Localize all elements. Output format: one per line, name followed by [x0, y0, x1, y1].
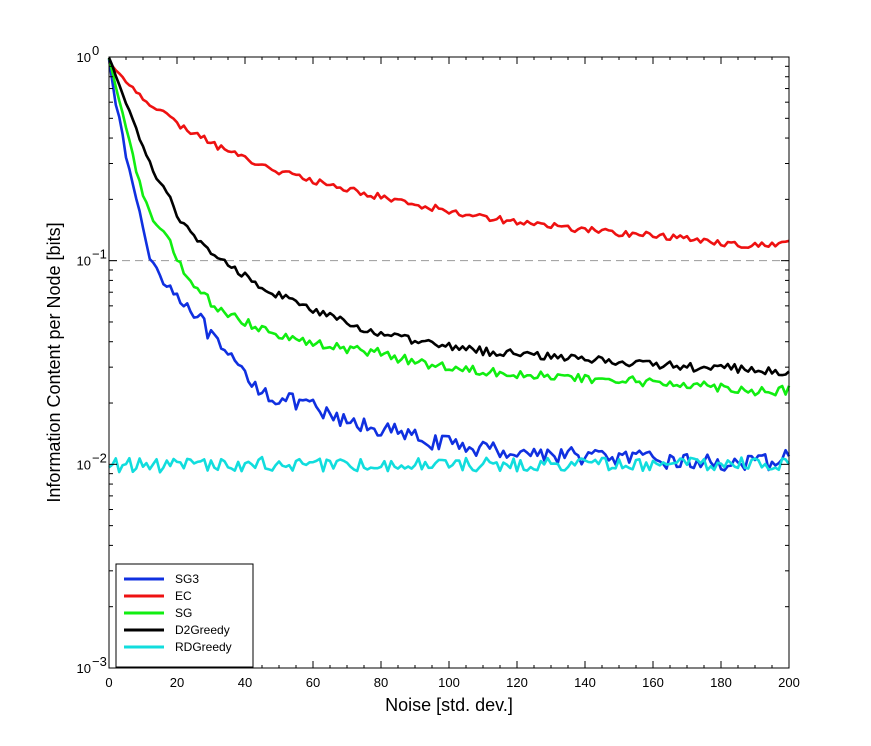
legend-label: RDGreedy [175, 640, 232, 654]
series-line-sg [107, 57, 791, 397]
y-tick-label: 10 [77, 254, 91, 269]
y-tick-exponent: −1 [92, 247, 107, 262]
x-axis-title: Noise [std. dev.] [385, 695, 513, 715]
legend-label: EC [175, 589, 192, 603]
x-tick-label: 40 [238, 675, 252, 690]
y-tick-exponent: −3 [92, 654, 107, 669]
x-tick-label: 20 [170, 675, 184, 690]
x-tick-label: 180 [710, 675, 732, 690]
y-tick-base: 10 [77, 254, 91, 269]
legend-box [115, 563, 254, 668]
y-tick-base: 10 [77, 661, 91, 676]
x-tick-label: 200 [778, 675, 800, 690]
x-tick-label: 100 [438, 675, 460, 690]
x-tick-label: 120 [506, 675, 528, 690]
series-line-d2greedy [107, 57, 790, 377]
y-tick-label: 10 [77, 50, 91, 65]
y-tick-label: 10 [77, 457, 91, 472]
y-tick-base: 10 [77, 50, 91, 65]
x-tick-label: 140 [574, 675, 596, 690]
x-tick-label: 160 [642, 675, 664, 690]
legend-label: SG3 [175, 572, 199, 586]
x-tick-label: 80 [374, 675, 388, 690]
legend: SG3 EC SG D2Greedy RDGreedy [115, 563, 254, 668]
y-tick-exponent: 0 [92, 43, 99, 58]
y-tick-base: 10 [77, 457, 91, 472]
y-tick-label: 10 [77, 661, 91, 676]
series-line-rdgreedy [108, 455, 791, 474]
y-axis-title: Information Content per Node [bits] [44, 222, 64, 502]
x-tick-label: 0 [105, 675, 112, 690]
legend-label: SG [175, 606, 192, 620]
legend-label: D2Greedy [175, 623, 230, 637]
y-tick-exponent: −2 [92, 450, 107, 465]
series-layer [107, 57, 791, 474]
x-tick-label: 60 [306, 675, 320, 690]
series-line-ec [108, 61, 790, 249]
